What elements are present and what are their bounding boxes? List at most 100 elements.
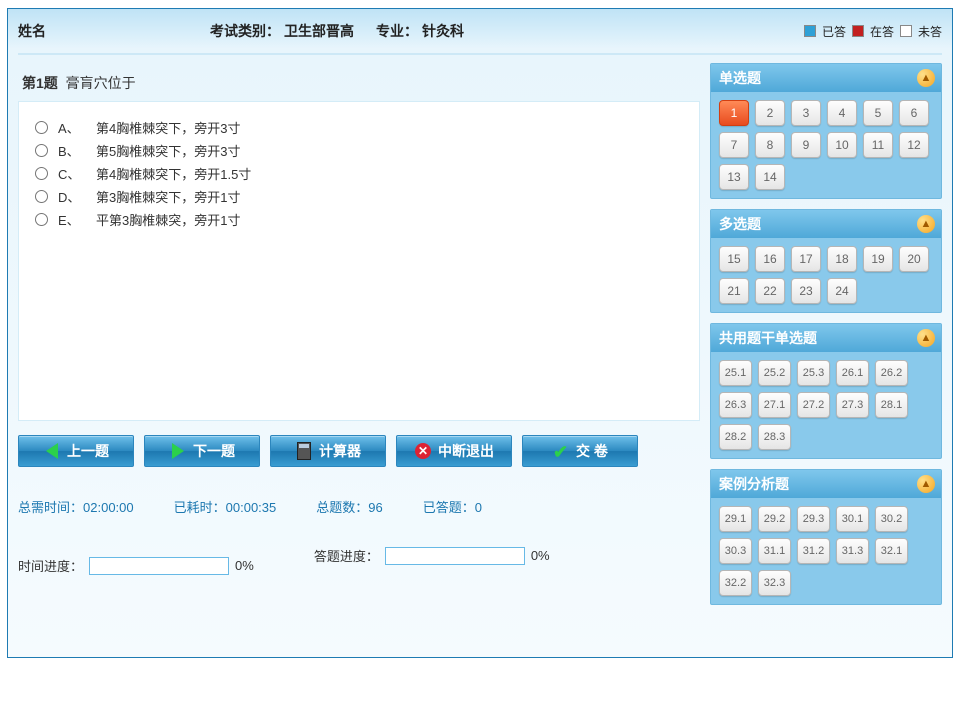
question-nav-button[interactable]: 30.1: [836, 506, 869, 532]
prev-button[interactable]: 上一题: [18, 435, 134, 467]
abort-button[interactable]: ✕ 中断退出: [396, 435, 512, 467]
question-nav-button[interactable]: 21: [719, 278, 749, 304]
exam-type-label: 考试类别：: [210, 21, 280, 41]
question-nav-button[interactable]: 28.1: [875, 392, 908, 418]
left-pane: 第1题 膏肓穴位于 A、第4胸椎棘突下，旁开3寸B、第5胸椎棘突下，旁开3寸C、…: [18, 63, 700, 605]
question-nav-button[interactable]: 7: [719, 132, 749, 158]
question-nav-button[interactable]: 26.2: [875, 360, 908, 386]
elapsed-value: 00:00:35: [226, 500, 277, 515]
major-value: 针灸科: [422, 21, 464, 41]
legend-answered-label: 已答: [822, 23, 846, 40]
option-row[interactable]: E、平第3胸椎棘突，旁开1寸: [35, 208, 683, 231]
nav-section-header: 共用题干单选题 ▲: [711, 324, 941, 352]
question-nav-button[interactable]: 12: [899, 132, 929, 158]
nav-section-title: 共用题干单选题: [719, 328, 817, 348]
question-nav-button[interactable]: 16: [755, 246, 785, 272]
option-row[interactable]: B、第5胸椎棘突下，旁开3寸: [35, 139, 683, 162]
nav-section-header: 案例分析题▲: [711, 470, 941, 498]
nav-section-title: 单选题: [719, 68, 761, 88]
question-nav-button[interactable]: 25.3: [797, 360, 830, 386]
collapse-icon[interactable]: ▲: [917, 329, 935, 347]
legend-unanswered-label: 未答: [918, 23, 942, 40]
question-nav-button[interactable]: 32.1: [875, 538, 908, 564]
arrow-right-icon: [169, 442, 187, 460]
question-nav-button[interactable]: 31.2: [797, 538, 830, 564]
nav-section-body: 29.129.229.330.130.2 30.331.131.231.332.1…: [711, 498, 941, 604]
question-nav-button[interactable]: 25.2: [758, 360, 791, 386]
question-nav-button[interactable]: 29.1: [719, 506, 752, 532]
question-nav-button[interactable]: 25.1: [719, 360, 752, 386]
question-prefix: 第: [22, 75, 36, 91]
question-nav-button[interactable]: 4: [827, 100, 857, 126]
nav-section-body: 25.125.225.326.126.2 26.327.127.227.328.1…: [711, 352, 941, 458]
exam-window: 姓名 考试类别： 卫生部晋高 专业： 针灸科 已答 在答 未答 第1题 膏肓穴位…: [7, 8, 953, 658]
nav-section: 多选题▲15161718192021222324: [710, 209, 942, 313]
question-nav-button[interactable]: 20: [899, 246, 929, 272]
question-nav-button[interactable]: 28.3: [758, 424, 791, 450]
question-nav-button[interactable]: 27.2: [797, 392, 830, 418]
question-nav-button[interactable]: 32.3: [758, 570, 791, 596]
collapse-icon[interactable]: ▲: [917, 215, 935, 233]
option-radio[interactable]: [35, 213, 48, 226]
question-nav-button[interactable]: 30.2: [875, 506, 908, 532]
question-nav-button[interactable]: 6: [899, 100, 929, 126]
question-nav-button[interactable]: 15: [719, 246, 749, 272]
collapse-icon[interactable]: ▲: [917, 69, 935, 87]
question-nav-button[interactable]: 22: [755, 278, 785, 304]
question-nav-button[interactable]: 2: [755, 100, 785, 126]
question-nav-button[interactable]: 30.3: [719, 538, 752, 564]
answer-progress-label: 答题进度：: [314, 546, 379, 565]
question-nav-button[interactable]: 1: [719, 100, 749, 126]
question-nav-button[interactable]: 14: [755, 164, 785, 190]
total-q-label: 总题数：: [316, 500, 368, 515]
question-nav-button[interactable]: 13: [719, 164, 749, 190]
question-nav-button[interactable]: 29.3: [797, 506, 830, 532]
question-nav-button[interactable]: 27.1: [758, 392, 791, 418]
next-label: 下一题: [193, 441, 235, 461]
option-row[interactable]: A、第4胸椎棘突下，旁开3寸: [35, 116, 683, 139]
question-nav-button[interactable]: 19: [863, 246, 893, 272]
question-title: 第1题 膏肓穴位于: [18, 63, 700, 101]
question-nav-button[interactable]: 10: [827, 132, 857, 158]
legend-answered-swatch: [804, 25, 816, 37]
question-nav-button[interactable]: 11: [863, 132, 893, 158]
calculator-button[interactable]: 计算器: [270, 435, 386, 467]
question-nav-button[interactable]: 31.1: [758, 538, 791, 564]
name-label: 姓名: [18, 21, 46, 41]
next-button[interactable]: 下一题: [144, 435, 260, 467]
option-row[interactable]: D、第3胸椎棘突下，旁开1寸: [35, 185, 683, 208]
question-nav-button[interactable]: 23: [791, 278, 821, 304]
question-nav-button[interactable]: 26.1: [836, 360, 869, 386]
topbar: 姓名 考试类别： 卫生部晋高 专业： 针灸科 已答 在答 未答: [18, 9, 942, 55]
question-number: 1: [36, 75, 44, 91]
action-bar: 上一题 下一题 计算器 ✕ 中断退出 ✔ 交 卷: [18, 435, 700, 467]
question-nav-button[interactable]: 27.3: [836, 392, 869, 418]
option-radio[interactable]: [35, 167, 48, 180]
option-row[interactable]: C、第4胸椎棘突下，旁开1.5寸: [35, 162, 683, 185]
submit-button[interactable]: ✔ 交 卷: [522, 435, 638, 467]
question-nav-button[interactable]: 28.2: [719, 424, 752, 450]
legend-unanswered-swatch: [900, 25, 912, 37]
answered-label: 已答题：: [423, 500, 475, 515]
submit-label: 交 卷: [576, 441, 608, 461]
option-radio[interactable]: [35, 121, 48, 134]
question-nav-button[interactable]: 18: [827, 246, 857, 272]
question-nav-button[interactable]: 17: [791, 246, 821, 272]
option-radio[interactable]: [35, 144, 48, 157]
question-nav-button[interactable]: 3: [791, 100, 821, 126]
question-nav-button[interactable]: 29.2: [758, 506, 791, 532]
question-nav-button[interactable]: 8: [755, 132, 785, 158]
collapse-icon[interactable]: ▲: [917, 475, 935, 493]
legend: 已答 在答 未答: [804, 23, 942, 40]
question-nav-button[interactable]: 5: [863, 100, 893, 126]
question-nav-button[interactable]: 32.2: [719, 570, 752, 596]
option-radio[interactable]: [35, 190, 48, 203]
question-nav-button[interactable]: 24: [827, 278, 857, 304]
legend-current-label: 在答: [870, 23, 894, 40]
abort-label: 中断退出: [438, 441, 494, 461]
answer-progress: 答题进度： 0%: [314, 536, 550, 575]
question-nav-button[interactable]: 9: [791, 132, 821, 158]
question-nav-button[interactable]: 31.3: [836, 538, 869, 564]
question-nav-button[interactable]: 26.3: [719, 392, 752, 418]
nav-section: 案例分析题▲ 29.129.229.330.130.2 30.331.131.231…: [710, 469, 942, 605]
